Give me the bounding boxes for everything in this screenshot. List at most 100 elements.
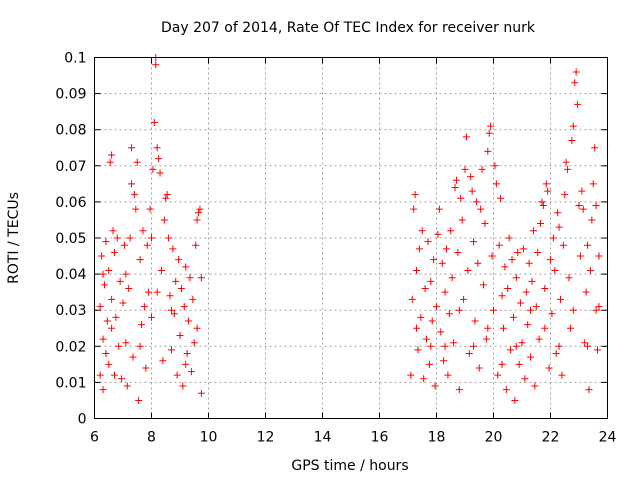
- y-axis-label: ROTI / TECUs: [6, 192, 22, 284]
- data-point: [471, 317, 479, 325]
- data-point: [197, 274, 205, 282]
- data-point: [172, 277, 180, 285]
- data-point: [541, 285, 549, 293]
- data-point: [182, 263, 190, 271]
- data-point: [594, 346, 602, 354]
- data-point: [511, 396, 519, 404]
- data-point: [524, 321, 532, 329]
- data-point: [417, 313, 425, 321]
- data-point: [189, 295, 197, 303]
- data-point: [120, 241, 128, 249]
- data-point: [447, 227, 455, 235]
- data-point: [136, 256, 144, 264]
- data-point: [106, 158, 114, 166]
- data-point: [529, 227, 537, 235]
- data-point: [517, 299, 525, 307]
- data-point: [166, 292, 174, 300]
- data-point: [138, 321, 146, 329]
- data-point: [571, 79, 579, 87]
- x-axis-label: GPS time / hours: [291, 458, 408, 474]
- data-point: [475, 364, 483, 372]
- data-point: [480, 281, 488, 289]
- data-point: [568, 137, 576, 145]
- data-point: [170, 310, 178, 318]
- data-point: [126, 234, 134, 242]
- data-point: [145, 288, 153, 296]
- data-point: [130, 191, 138, 199]
- y-tick-label: 0.1: [64, 51, 86, 67]
- data-point: [428, 317, 436, 325]
- data-point: [527, 353, 535, 361]
- data-point: [441, 288, 449, 296]
- data-point: [410, 205, 418, 213]
- data-point: [445, 310, 453, 318]
- data-point: [112, 313, 120, 321]
- data-point: [490, 306, 497, 314]
- y-tick-label: 0.05: [55, 231, 86, 247]
- plot-frame: [94, 57, 608, 419]
- data-point: [532, 303, 540, 311]
- data-point: [484, 147, 492, 155]
- data-point: [515, 360, 523, 368]
- data-point: [558, 371, 566, 379]
- y-tick-label: 0.08: [55, 123, 86, 139]
- data-point: [99, 270, 107, 278]
- data-point: [552, 350, 560, 358]
- data-point: [108, 324, 116, 332]
- data-point: [103, 317, 111, 325]
- data-point: [595, 303, 603, 311]
- data-point: [152, 61, 160, 69]
- data-point: [193, 216, 201, 224]
- data-point: [175, 256, 183, 264]
- data-point: [132, 205, 140, 213]
- data-point: [408, 295, 416, 303]
- data-point: [505, 234, 513, 242]
- data-point: [555, 342, 563, 350]
- data-point: [465, 350, 473, 358]
- data-point: [176, 331, 184, 339]
- data-point: [438, 259, 446, 267]
- data-point: [544, 187, 552, 195]
- data-point: [521, 375, 529, 383]
- data-point: [514, 248, 522, 256]
- data-point: [136, 342, 144, 350]
- data-point: [498, 292, 506, 300]
- data-point: [542, 180, 550, 188]
- data-point: [464, 266, 472, 274]
- data-point: [434, 230, 442, 238]
- data-point: [105, 266, 113, 274]
- data-point: [561, 191, 569, 199]
- data-point: [581, 339, 589, 347]
- data-point: [100, 281, 108, 289]
- data-points: [96, 54, 603, 404]
- data-point: [487, 122, 495, 130]
- data-point: [122, 270, 130, 278]
- x-axis-ticks: 6 8 10 12 14 16 18 20 22 24: [90, 57, 616, 446]
- data-point: [415, 245, 423, 253]
- data-point: [578, 187, 586, 195]
- data-point: [182, 360, 190, 368]
- data-point: [458, 216, 466, 224]
- data-point: [541, 324, 549, 332]
- data-point: [569, 122, 577, 130]
- data-point: [589, 180, 597, 188]
- data-point: [499, 324, 507, 332]
- data-point: [595, 252, 603, 260]
- data-point: [193, 324, 201, 332]
- data-point: [128, 144, 136, 152]
- x-tick-label: 8: [147, 430, 156, 446]
- data-point: [441, 342, 449, 350]
- data-point: [588, 216, 596, 224]
- data-point: [498, 360, 506, 368]
- data-point: [484, 324, 492, 332]
- data-point: [452, 176, 460, 184]
- data-point: [491, 162, 499, 170]
- data-point: [531, 382, 539, 390]
- data-point: [102, 350, 110, 358]
- y-tick-label: 0.07: [55, 159, 86, 175]
- y-tick-label: 0.01: [55, 375, 86, 391]
- data-point: [135, 396, 143, 404]
- data-point: [425, 360, 433, 368]
- data-point: [431, 382, 439, 390]
- data-point: [586, 266, 594, 274]
